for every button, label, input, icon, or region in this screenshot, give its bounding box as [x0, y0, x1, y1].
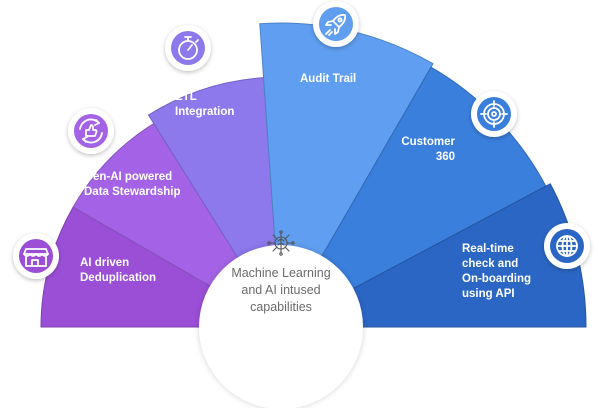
hub-line-1: Machine Learning: [231, 266, 330, 280]
segment-label-customer-360: 360: [436, 151, 455, 163]
segment-label-real-time-onboarding: using API: [462, 288, 515, 300]
thumbs-up-cycle-icon: [68, 108, 114, 154]
segment-label-real-time-onboarding: check and: [462, 258, 518, 270]
brain-circuit-icon: [267, 230, 295, 256]
rocket-icon: [313, 1, 359, 47]
segments: AI driven Deduplication Gen-AI powered Data…: [40, 22, 587, 329]
center-hub: Machine Learning and AI intused capabili…: [199, 230, 363, 408]
segment-label-ai-driven-deduplication: AI driven: [80, 257, 129, 269]
segment-label-etl-integration: ETL: [175, 91, 197, 103]
hub-line-2: and AI intused: [241, 283, 320, 297]
segment-label-customer-360: Customer: [401, 136, 455, 148]
globe-network-icon: [544, 223, 590, 269]
hub-circle: [199, 245, 363, 408]
stopwatch-icon: [165, 25, 211, 71]
storefront-icon: [13, 233, 59, 279]
segment-label-etl-integration: Integration: [175, 106, 234, 118]
segment-label-real-time-onboarding: Real-time: [462, 243, 514, 255]
segment-label-real-time-onboarding: On-boarding: [462, 273, 531, 285]
target-icon: [471, 91, 517, 137]
hub-line-3: capabilities: [250, 300, 312, 314]
segment-label-ai-driven-deduplication: Deduplication: [80, 272, 156, 284]
segment-label-gen-ai-data-stewardship: Data Stewardship: [84, 186, 181, 198]
segment-label-audit-trail: Audit Trail: [300, 73, 356, 85]
segment-icons: [13, 1, 590, 279]
segment-label-gen-ai-data-stewardship: Gen-AI powered: [84, 171, 172, 183]
